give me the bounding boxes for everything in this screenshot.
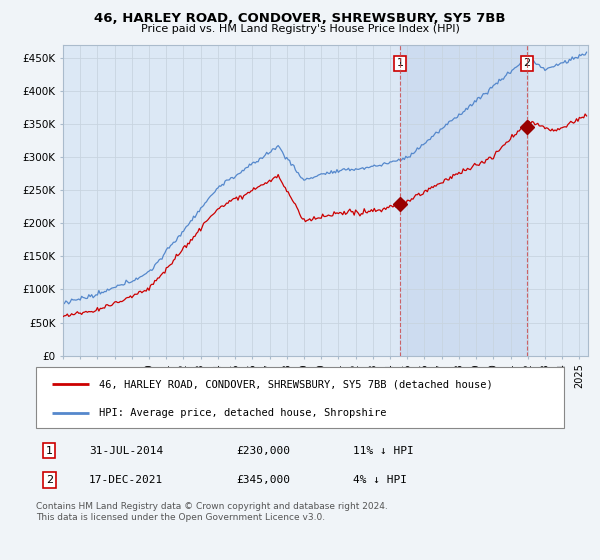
Text: 46, HARLEY ROAD, CONDOVER, SHREWSBURY, SY5 7BB: 46, HARLEY ROAD, CONDOVER, SHREWSBURY, S… <box>94 12 506 25</box>
Text: 31-JUL-2014: 31-JUL-2014 <box>89 446 163 456</box>
Text: 46, HARLEY ROAD, CONDOVER, SHREWSBURY, SY5 7BB (detached house): 46, HARLEY ROAD, CONDOVER, SHREWSBURY, S… <box>100 379 493 389</box>
Text: £230,000: £230,000 <box>236 446 290 456</box>
Text: 4% ↓ HPI: 4% ↓ HPI <box>353 475 407 485</box>
Text: 17-DEC-2021: 17-DEC-2021 <box>89 475 163 485</box>
Text: HPI: Average price, detached house, Shropshire: HPI: Average price, detached house, Shro… <box>100 408 387 418</box>
Text: 11% ↓ HPI: 11% ↓ HPI <box>353 446 413 456</box>
Text: Price paid vs. HM Land Registry's House Price Index (HPI): Price paid vs. HM Land Registry's House … <box>140 24 460 34</box>
FancyBboxPatch shape <box>36 367 564 428</box>
Text: Contains HM Land Registry data © Crown copyright and database right 2024.
This d: Contains HM Land Registry data © Crown c… <box>36 502 388 522</box>
Text: 2: 2 <box>524 58 530 68</box>
Text: 1: 1 <box>397 58 404 68</box>
Bar <box>400 45 527 356</box>
Text: 2: 2 <box>46 475 53 485</box>
Text: 1: 1 <box>46 446 53 456</box>
Text: £345,000: £345,000 <box>236 475 290 485</box>
